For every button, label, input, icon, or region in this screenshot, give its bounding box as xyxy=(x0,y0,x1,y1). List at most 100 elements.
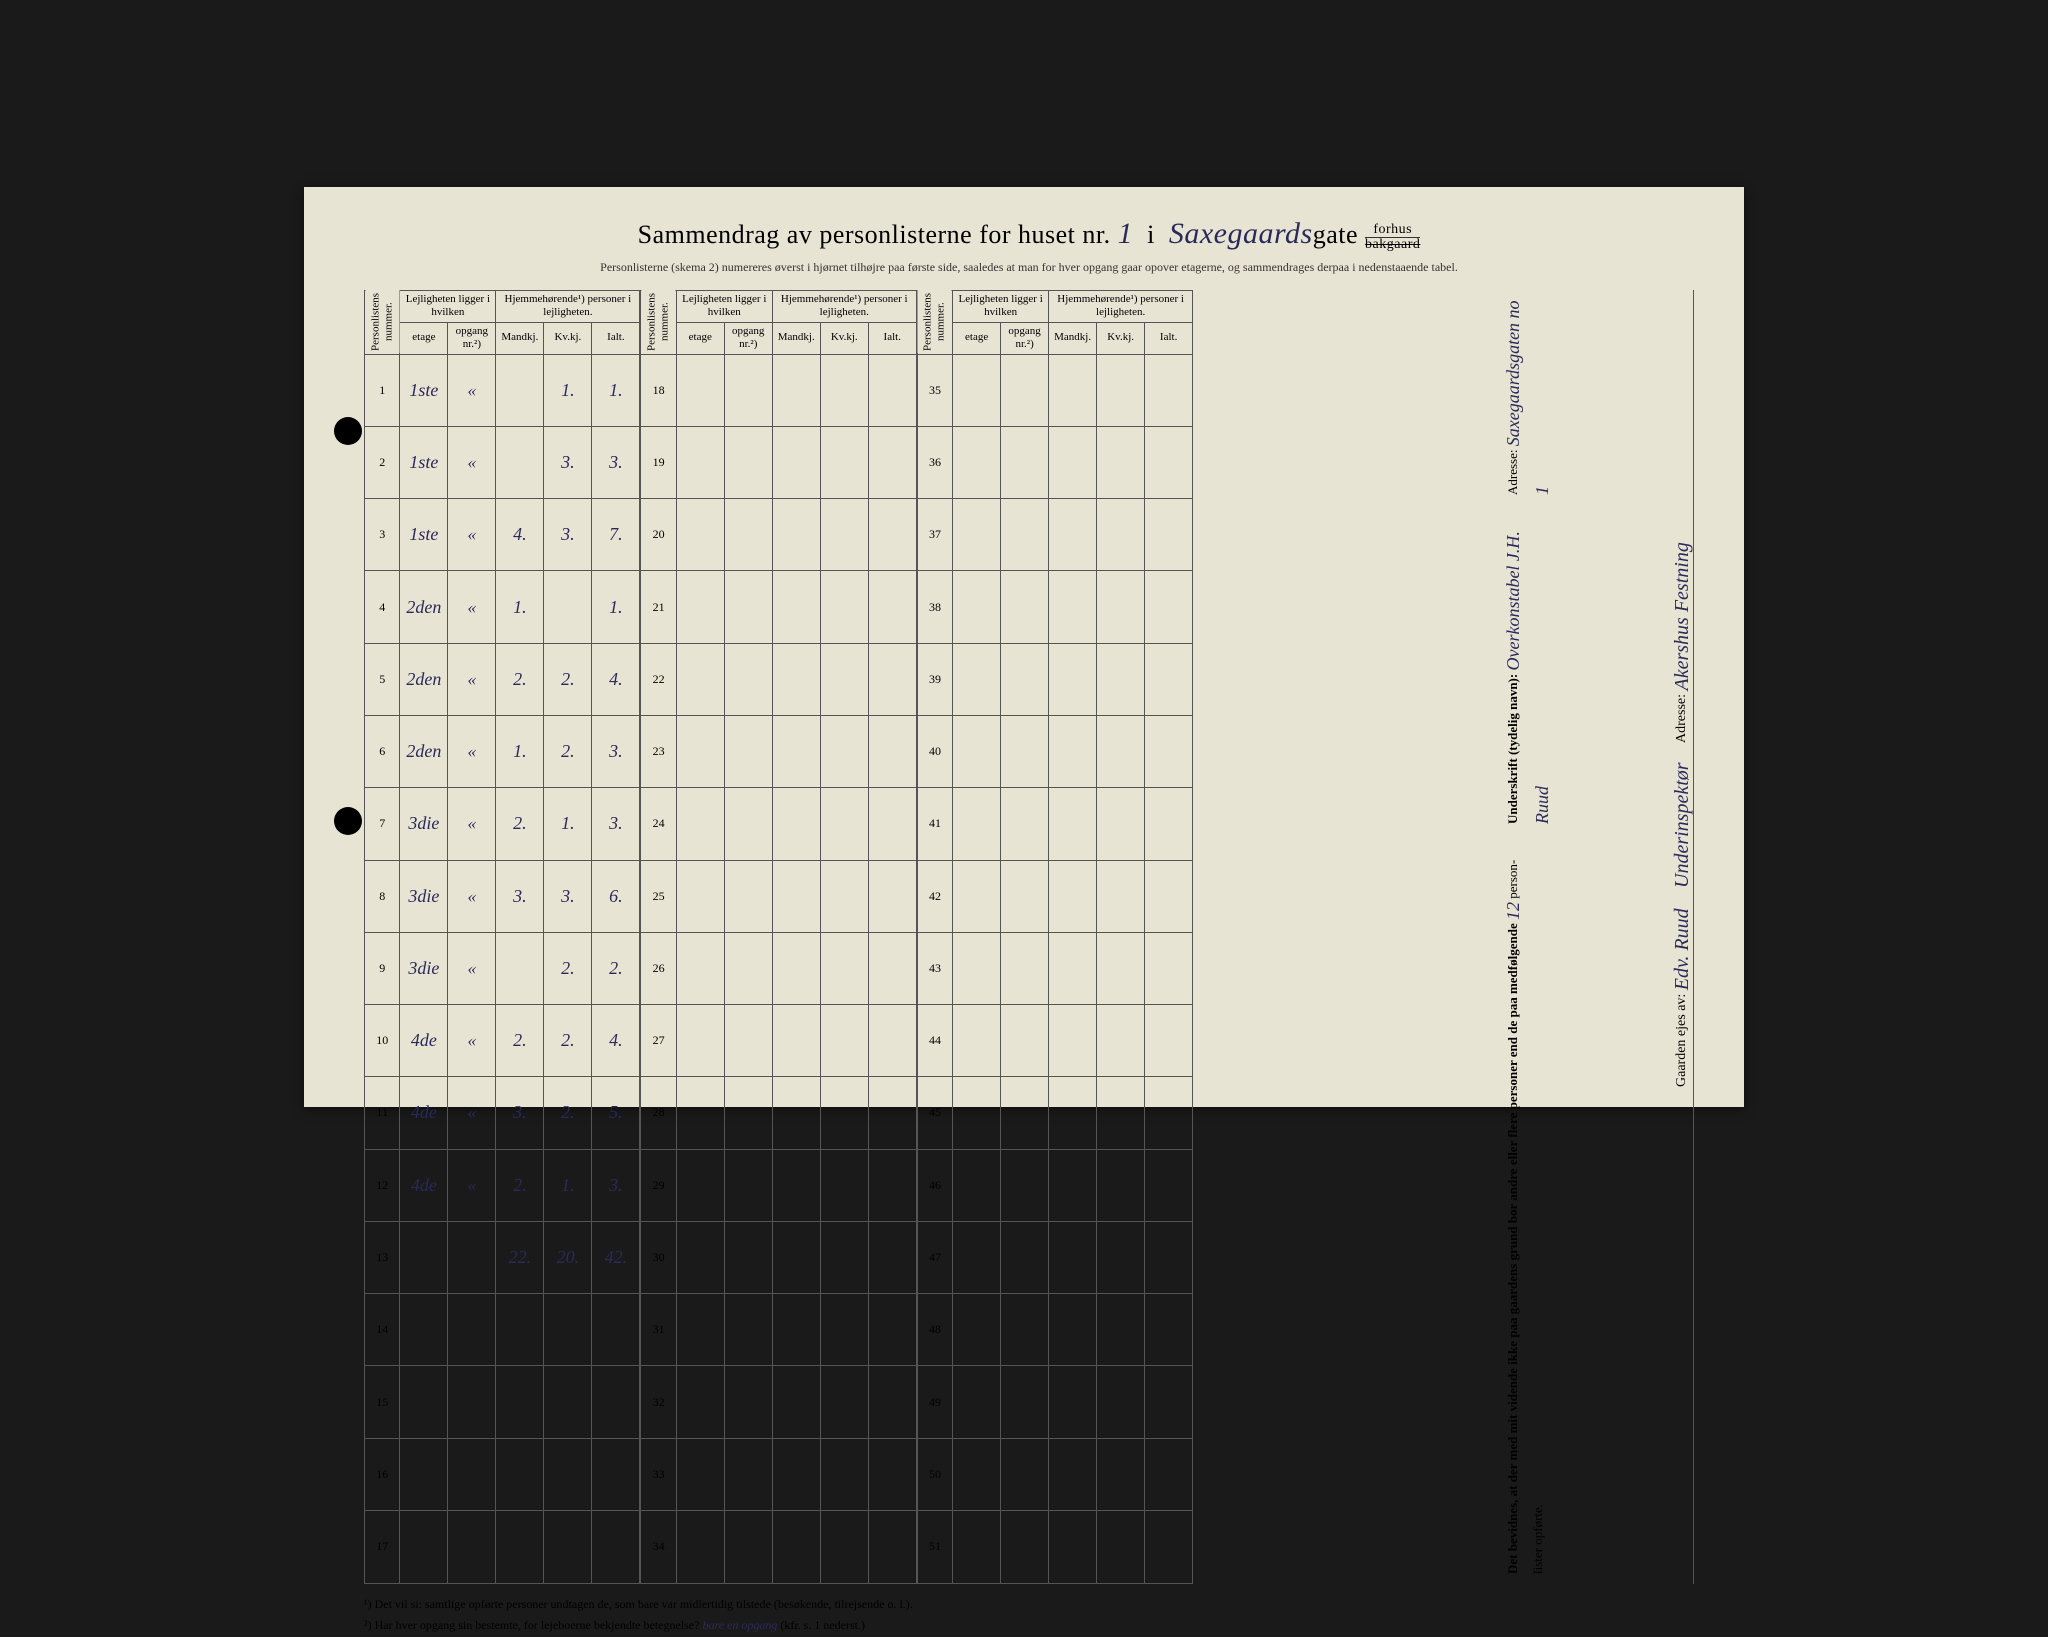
cell-etage xyxy=(676,1221,724,1293)
cell-etage xyxy=(953,643,1001,715)
cell-ialt: 2. xyxy=(592,932,640,1004)
cell-mandkj xyxy=(772,715,820,787)
cell-mandkj xyxy=(772,1511,820,1584)
cell-opgang xyxy=(1001,1511,1049,1584)
table-row: 45 xyxy=(917,1077,1192,1149)
cell-kvkj xyxy=(820,571,868,643)
cell-opgang: « xyxy=(448,788,496,860)
cell-etage xyxy=(676,932,724,1004)
cell-etage xyxy=(676,1366,724,1438)
table-row: 43 xyxy=(917,932,1192,1004)
cell-ialt xyxy=(868,1294,916,1366)
col-kvkj: Kv.kj. xyxy=(820,322,868,354)
table-row: 42 xyxy=(917,860,1192,932)
cell-opgang xyxy=(1001,715,1049,787)
cell-etage xyxy=(676,571,724,643)
cell-etage xyxy=(400,1511,448,1584)
cell-kvkj: 1. xyxy=(544,788,592,860)
cell-mandkj xyxy=(772,1077,820,1149)
row-number: 20 xyxy=(641,499,676,571)
cell-mandkj xyxy=(772,1005,820,1077)
table-row: 40 xyxy=(917,715,1192,787)
cell-ialt xyxy=(1145,1366,1193,1438)
table-row: 1322.20.42. xyxy=(365,1221,640,1293)
cell-etage xyxy=(953,1438,1001,1510)
cell-etage: 3die xyxy=(400,788,448,860)
cell-ialt xyxy=(868,1221,916,1293)
cell-mandkj: 2. xyxy=(496,643,544,715)
cell-opgang xyxy=(1001,1438,1049,1510)
cell-mandkj: 4. xyxy=(496,499,544,571)
table-row: 31 xyxy=(641,1294,916,1366)
row-number: 34 xyxy=(641,1511,676,1584)
cell-opgang xyxy=(1001,499,1049,571)
cell-ialt: 4. xyxy=(592,643,640,715)
cell-etage xyxy=(676,426,724,498)
cell-ialt xyxy=(868,1005,916,1077)
col-hjemmehorende: Hjemmehørende¹) personer i lejligheten. xyxy=(1049,290,1193,322)
cell-ialt xyxy=(1145,499,1193,571)
cell-etage xyxy=(953,932,1001,1004)
cell-mandkj xyxy=(772,643,820,715)
cell-kvkj: 1. xyxy=(544,354,592,426)
cell-kvkj xyxy=(820,1366,868,1438)
cell-etage xyxy=(953,860,1001,932)
cell-opgang xyxy=(724,1294,772,1366)
cell-mandkj xyxy=(496,1366,544,1438)
col-lejligheten: Lejligheten ligger i hvilken xyxy=(676,290,772,322)
cell-opgang xyxy=(724,1438,772,1510)
cell-ialt xyxy=(1145,571,1193,643)
cell-ialt xyxy=(1145,426,1193,498)
cell-etage xyxy=(676,788,724,860)
cell-mandkj xyxy=(1049,860,1097,932)
cell-mandkj xyxy=(772,571,820,643)
cell-kvkj xyxy=(820,643,868,715)
cell-mandkj xyxy=(772,354,820,426)
cell-ialt xyxy=(1145,1511,1193,1584)
cell-kvkj xyxy=(820,1077,868,1149)
cell-mandkj xyxy=(496,1438,544,1510)
table-row: 49 xyxy=(917,1366,1192,1438)
row-number: 46 xyxy=(917,1149,952,1221)
cell-ialt xyxy=(1145,1438,1193,1510)
forhus-bakgaard: forhus bakgaard xyxy=(1365,223,1420,252)
row-number: 38 xyxy=(917,571,952,643)
cell-etage xyxy=(953,1366,1001,1438)
gate-suffix: gate xyxy=(1313,220,1358,249)
cell-mandkj xyxy=(772,932,820,1004)
cell-ialt: 6. xyxy=(592,860,640,932)
cell-kvkj xyxy=(1097,1438,1145,1510)
cell-ialt xyxy=(868,571,916,643)
row-number: 8 xyxy=(365,860,400,932)
footnotes: ¹) Det vil si: samtlige opførte personer… xyxy=(364,1594,1694,1637)
cell-ialt xyxy=(868,860,916,932)
cell-opgang xyxy=(1001,1077,1049,1149)
row-number: 28 xyxy=(641,1077,676,1149)
row-number: 16 xyxy=(365,1438,400,1510)
cell-ialt xyxy=(868,1438,916,1510)
row-number: 48 xyxy=(917,1294,952,1366)
row-number: 10 xyxy=(365,1005,400,1077)
cell-mandkj: 22. xyxy=(496,1221,544,1293)
cell-opgang xyxy=(1001,1149,1049,1221)
cell-mandkj xyxy=(1049,499,1097,571)
cell-mandkj: 3. xyxy=(496,860,544,932)
cell-etage xyxy=(400,1438,448,1510)
owner-panel: Gaarden ejes av: Edv. Ruud Underinspektø… xyxy=(1671,542,1694,1087)
cell-kvkj: 20. xyxy=(544,1221,592,1293)
cell-kvkj xyxy=(820,1005,868,1077)
cell-opgang xyxy=(724,571,772,643)
cell-ialt: 4. xyxy=(592,1005,640,1077)
col-personlistens: Personlistens nummer. xyxy=(917,290,952,354)
cell-opgang: « xyxy=(448,1149,496,1221)
table-row: 48 xyxy=(917,1294,1192,1366)
row-number: 17 xyxy=(365,1511,400,1584)
census-form-page: Sammendrag av personlisterne for huset n… xyxy=(304,187,1744,1107)
cell-ialt xyxy=(868,788,916,860)
attestation-panel: Det bevidnes, at der med mit vidende ikk… xyxy=(1494,290,1694,1584)
cell-opgang xyxy=(724,1149,772,1221)
row-number: 18 xyxy=(641,354,676,426)
cell-ialt: 1. xyxy=(592,571,640,643)
cell-etage xyxy=(676,1294,724,1366)
cell-etage xyxy=(953,1294,1001,1366)
